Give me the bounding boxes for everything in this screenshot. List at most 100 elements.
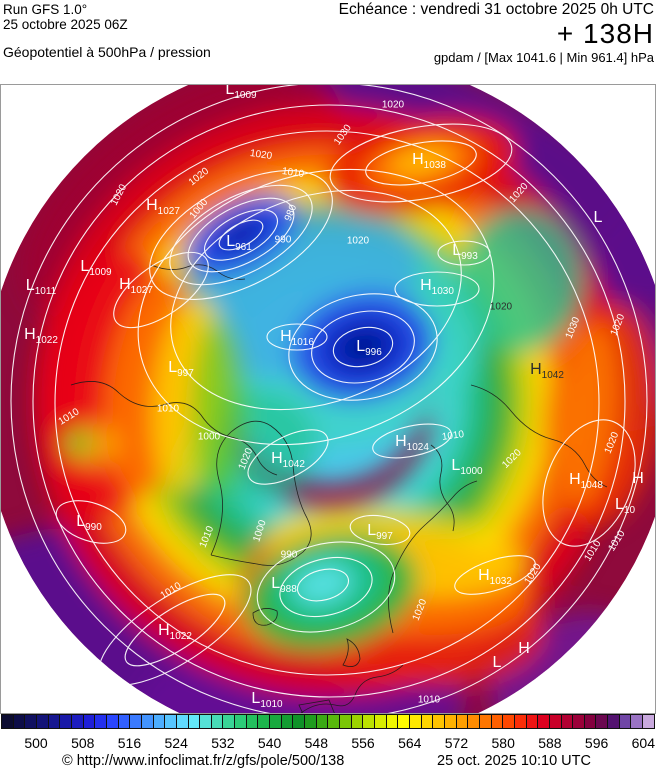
colorbar-cell: [608, 714, 620, 729]
low-center-label: L1000: [451, 457, 483, 477]
colorbar-cell: [60, 714, 72, 729]
colorbar-cell: [293, 714, 306, 729]
forecast-hour-label: + 138H: [556, 18, 654, 49]
colorbar-tick-label: 580: [491, 735, 515, 751]
high-center-label: H1042: [530, 361, 564, 381]
colorbar-cell: [13, 714, 26, 729]
high-center-label: H1022: [158, 622, 192, 642]
colorbar-tick-label: 596: [584, 735, 609, 751]
isobar-value-label: 980: [282, 203, 300, 223]
colorbar-cell: [643, 714, 655, 729]
high-center-label: H1042: [271, 450, 305, 470]
colorbar-cell: [351, 714, 364, 729]
isobar-value-label: 1020: [608, 312, 628, 338]
geopotential-field: [1, 85, 655, 713]
colorbar-cell: [549, 714, 562, 729]
isobar-value-label: 990: [274, 234, 292, 246]
isobar-value-label: 990: [280, 549, 298, 561]
high-center-label: H1016: [280, 328, 314, 348]
low-center-label: L961: [226, 233, 252, 253]
high-center-label: H1022: [24, 326, 58, 346]
colorbar-cell: [211, 714, 224, 729]
isobar-value-label: 1020: [602, 430, 622, 456]
high-center-label: H: [518, 640, 530, 657]
colorbar-cell: [118, 714, 131, 729]
low-center-label: L: [492, 654, 502, 671]
colorbar-cell: [340, 714, 352, 729]
colorbar-cell: [223, 714, 236, 729]
colorbar-cell: [584, 714, 597, 729]
generated-timestamp: 25 oct. 2025 10:10 UTC: [437, 753, 591, 769]
colorbar-cell: [468, 714, 480, 729]
colorbar-cell: [305, 714, 317, 729]
colorbar-cell: [153, 714, 166, 729]
colorbar-cell: [200, 714, 212, 729]
low-center-label: L993: [452, 242, 478, 262]
colorbar-cell: [246, 714, 259, 729]
variable-label: Géopotentiel à 500hPa / pression: [3, 44, 211, 60]
colorbar-tick-label: 548: [304, 735, 328, 751]
isobar-value-label: 1020: [381, 99, 405, 111]
colorbar-cell: [514, 714, 527, 729]
isobar-value-label: 1000: [197, 431, 221, 443]
low-center-label: L1010: [251, 690, 283, 710]
isobar-value-label: 1010: [158, 580, 184, 602]
high-center-label: H1038: [412, 151, 446, 171]
colorbar-cell: [95, 714, 107, 729]
isobar-value-label: 1000: [251, 518, 269, 544]
colorbar-cell: [444, 714, 457, 729]
high-center-label: H1024: [395, 433, 429, 453]
low-center-label: L996: [356, 338, 382, 358]
isobar-value-label: 1020: [346, 235, 370, 247]
isobar-value-label: 1000: [187, 196, 211, 222]
low-center-label: L997: [168, 359, 194, 379]
colorbar-cell: [538, 714, 550, 729]
run-model-label: Run GFS 1.0°: [3, 2, 88, 17]
colorbar-cell: [141, 714, 154, 729]
high-center-label: H: [632, 470, 644, 487]
colorbar-cell: [573, 714, 585, 729]
run-info: Run GFS 1.0° 25 octobre 2025 06Z: [3, 2, 128, 32]
echeance-label: Echéance : vendredi 31 octobre 2025 0h U…: [338, 1, 654, 18]
run-date-label: 25 octobre 2025 06Z: [3, 17, 128, 32]
low-center-label: L988: [271, 575, 297, 595]
isobar-value-label: 1030: [563, 315, 583, 341]
colorbar: [1, 714, 655, 729]
isobar-value-label: 1010: [197, 524, 217, 550]
map-labels: L1009 1020 1030 H1038 1020 1010 1020 1020 H1027 1…: [1, 85, 655, 713]
isobar-value-label: 1010: [606, 528, 628, 554]
colorbar-tick-label: 604: [631, 735, 655, 751]
colorbar-cell: [130, 714, 142, 729]
low-center-label: L997: [367, 522, 393, 542]
high-center-label: H1027: [119, 276, 153, 296]
isobar-value-label: 1010: [441, 429, 465, 443]
colorbar-cell: [596, 714, 609, 729]
colorbar-tick-label: 532: [211, 735, 235, 751]
low-center-label: L1011: [25, 277, 57, 297]
colorbar-cell: [409, 714, 422, 729]
colorbar-cell: [421, 714, 434, 729]
colorbar-tick-label: 500: [24, 735, 48, 751]
colorbar-cell: [503, 714, 515, 729]
isobar-value-label: 1010: [56, 406, 82, 428]
colorbar-cell: [83, 714, 96, 729]
isobar-contours: [10, 85, 648, 713]
colorbar-ticks: 500 508 516 524 532 540 548 556 564 572 580 588 596 6…: [0, 735, 656, 753]
source-url: © http://www.infoclimat.fr/z/gfs/pole/50…: [62, 753, 345, 769]
high-center-label: H1032: [478, 567, 512, 587]
colorbar-cell: [479, 714, 492, 729]
colorbar-tick-label: 572: [444, 735, 469, 751]
isobar-value-label: 1020: [186, 165, 212, 189]
isobar-value-label: 1020: [108, 182, 130, 208]
high-center-label: H1048: [569, 471, 603, 491]
isobar-value-label: 1030: [332, 122, 354, 148]
colorbar-cell: [433, 714, 445, 729]
colorbar-cell: [36, 714, 49, 729]
forecast-info: Echéance : vendredi 31 octobre 2025 0h U…: [339, 1, 654, 65]
colorbar-cell: [258, 714, 271, 729]
low-center-label: L1009: [80, 258, 112, 278]
colorbar-cell: [386, 714, 399, 729]
colorbar-cell: [281, 714, 294, 729]
colorbar-cell: [619, 714, 632, 729]
colorbar-cell: [176, 714, 189, 729]
